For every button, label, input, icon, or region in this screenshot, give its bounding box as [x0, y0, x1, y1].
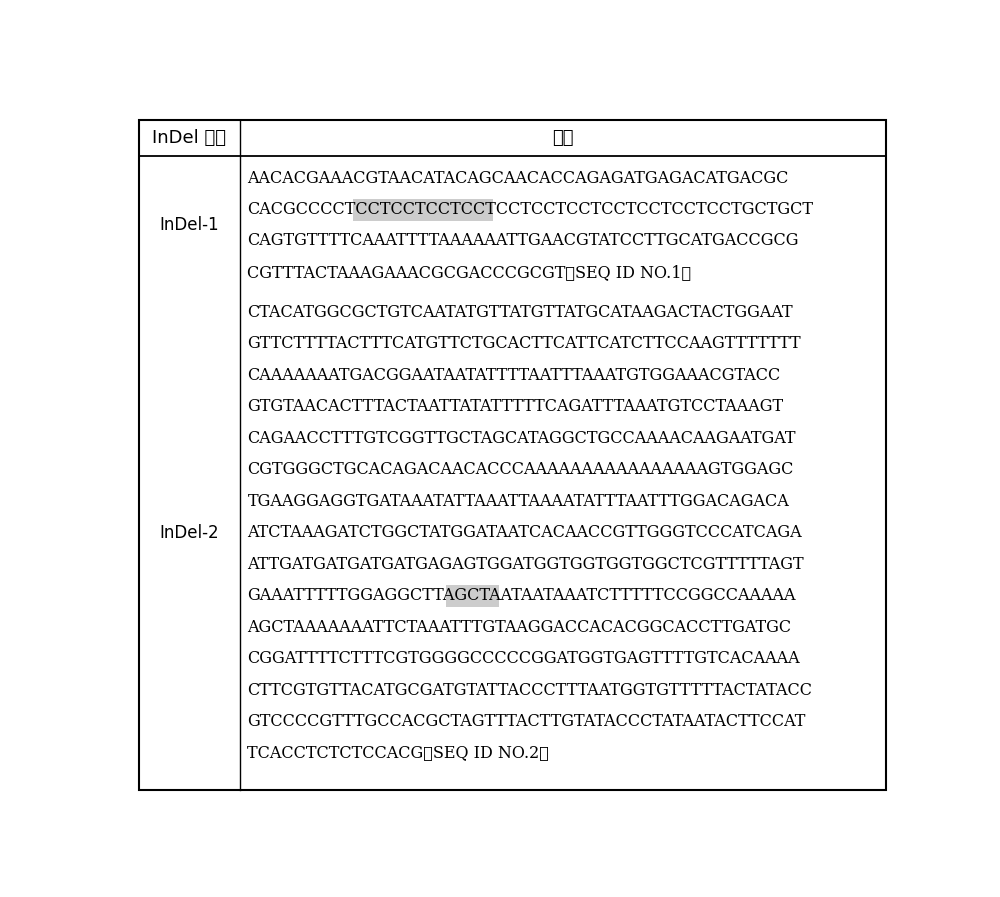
Text: CAGTGTTTTCAAATTTTAAAAAATTGAACGTATCCTTGCATGACCGCG: CAGTGTTTTCAAATTTTAAAAAATTGAACGTATCCTTGCA… — [247, 232, 799, 249]
Text: GTTCTTTTACTTTCATGTTCTGCACTTCATTCATCTTCCAAGTTTTTTT: GTTCTTTTACTTTCATGTTCTGCACTTCATTCATCTTCCA… — [247, 335, 801, 353]
Text: TCACCTCTCTCCACG（SEQ ID NO.2）: TCACCTCTCTCCACG（SEQ ID NO.2） — [247, 745, 549, 762]
Text: AGCTAAAAAAATTCTAAATTTGTAAGGACCACACGGCACCTTGATGC: AGCTAAAAAAATTCTAAATTTGTAAGGACCACACGGCACC… — [247, 619, 792, 636]
Text: InDel 标记: InDel 标记 — [152, 129, 226, 147]
Text: TGAAGGAGGTGATAAATATTAAATTAAAATATTTAATTTGGACAGACA: TGAAGGAGGTGATAAATATTAAATTAAAATATTTAATTTG… — [247, 492, 789, 509]
Text: GAAATTTTTGGAGGCTTAGCTAATAATAAATCTTTTTCCGGCCAAAAA: GAAATTTTTGGAGGCTTAGCTAATAATAAATCTTTTTCCG… — [247, 587, 796, 604]
Bar — [353, 198, 493, 222]
Text: InDel-1: InDel-1 — [160, 216, 219, 234]
Text: InDel-2: InDel-2 — [160, 524, 219, 542]
Text: GTGTAACACTTTACTAATTATATTTTTCAGATTTAAATGTCCTAAAGT: GTGTAACACTTTACTAATTATATTTTTCAGATTTAAATGT… — [247, 398, 784, 415]
Text: GTCCCCGTTTGCCACGCTAGTTTACTTGTATACCCTATAATACTTCCAT: GTCCCCGTTTGCCACGCTAGTTTACTTGTATACCCTATAA… — [247, 713, 806, 730]
Text: AACACGAAACGTAACATACAGCAACACCAGAGATGAGACATGACGC: AACACGAAACGTAACATACAGCAACACCAGAGATGAGACA… — [247, 170, 789, 187]
Text: ATCTAAAGATCTGGCTATGGATAATCACAACCGTTGGGTCCCATCAGA: ATCTAAAGATCTGGCTATGGATAATCACAACCGTTGGGTC… — [247, 524, 802, 541]
Text: ATTGATGATGATGATGAGAGTGGATGGTGGTGGTGGCTCGTTTTTAGT: ATTGATGATGATGATGAGAGTGGATGGTGGTGGTGGCTCG… — [247, 555, 804, 572]
Text: CTTCGTGTTACATGCGATGTATTACCCTTTAATGGTGTTTTTACTATACC: CTTCGTGTTACATGCGATGTATTACCCTTTAATGGTGTTT… — [247, 682, 812, 699]
Text: CGTGGGCTGCACAGACAACACCCAAAAAAAAAAAAAAAAGTGGAGC: CGTGGGCTGCACAGACAACACCCAAAAAAAAAAAAAAAAG… — [247, 461, 794, 478]
Text: CGTTTACTAAAGAAACGCGACCCGCGT（SEQ ID NO.1）: CGTTTACTAAAGAAACGCGACCCGCGT（SEQ ID NO.1） — [247, 264, 692, 281]
Text: CACGCCCCTCCTCCTCCTCCTCCTCCTCCTCCTCCTCCTCCTGCTGCT: CACGCCCCTCCTCCTCCTCCTCCTCCTCCTCCTCCTCCTC… — [247, 201, 813, 218]
Bar — [446, 585, 499, 607]
Text: CGGATTTTCTTTCGTGGGGCCCCCGGATGGTGAGTTTTGTCACAAAA: CGGATTTTCTTTCGTGGGGCCCCCGGATGGTGAGTTTTGT… — [247, 650, 800, 667]
Text: 序列: 序列 — [552, 129, 574, 147]
Text: CTACATGGCGCTGTCAATATGTTATGTTATGCATAAGACTACTGGAAT: CTACATGGCGCTGTCAATATGTTATGTTATGCATAAGACT… — [247, 304, 793, 321]
Text: CAAAAAAATGACGGAATAATATTTTAATTTAAATGTGGAAACGTACC: CAAAAAAATGACGGAATAATATTTTAATTTAAATGTGGAA… — [247, 367, 781, 384]
Text: CAGAACCTTTGTCGGTTGCTAGCATAGGCTGCCAAAACAAGAATGAT: CAGAACCTTTGTCGGTTGCTAGCATAGGCTGCCAAAACAA… — [247, 430, 796, 447]
